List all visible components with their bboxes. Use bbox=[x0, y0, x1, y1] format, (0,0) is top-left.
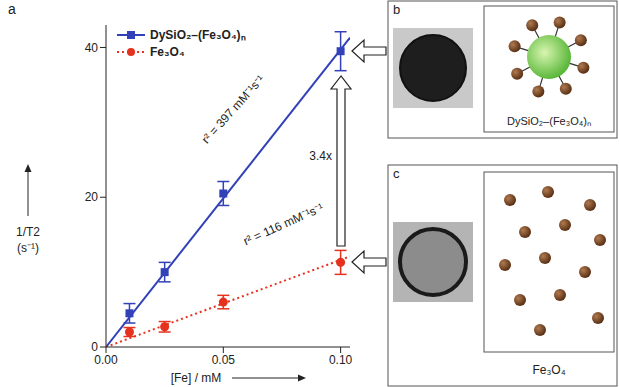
svg-text:Fe₃O₄: Fe₃O₄ bbox=[532, 363, 565, 377]
svg-text:DySiO₂–(Fe₃O₄)ₙ: DySiO₂–(Fe₃O₄)ₙ bbox=[507, 115, 591, 127]
svg-text:r² = 116 mM⁻¹s⁻¹: r² = 116 mM⁻¹s⁻¹ bbox=[241, 200, 325, 248]
svg-text:0.05: 0.05 bbox=[212, 353, 236, 367]
svg-text:0.10: 0.10 bbox=[329, 353, 353, 367]
svg-text:c: c bbox=[393, 166, 400, 181]
html-text:DySiO₂–(Fe₃O₄)ₙ: DySiO₂–(Fe₃O₄)ₙ bbox=[150, 28, 246, 42]
svg-text:1/T2: 1/T2 bbox=[16, 225, 40, 239]
svg-text:0.00: 0.00 bbox=[94, 353, 118, 367]
svg-text:20: 20 bbox=[85, 190, 99, 204]
svg-text:40: 40 bbox=[85, 41, 99, 55]
svg-text:a: a bbox=[8, 1, 16, 17]
svg-text:[Fe] / mM: [Fe] / mM bbox=[171, 371, 222, 385]
svg-text:3.4x: 3.4x bbox=[309, 149, 332, 163]
svg-text:(s⁻¹): (s⁻¹) bbox=[17, 241, 39, 255]
svg-text:r² = 397 mM⁻¹s⁻¹: r² = 397 mM⁻¹s⁻¹ bbox=[199, 72, 268, 146]
svg-text:0: 0 bbox=[91, 340, 98, 354]
svg-text:b: b bbox=[393, 2, 400, 17]
html-text:Fe₃O₄: Fe₃O₄ bbox=[150, 44, 185, 59]
